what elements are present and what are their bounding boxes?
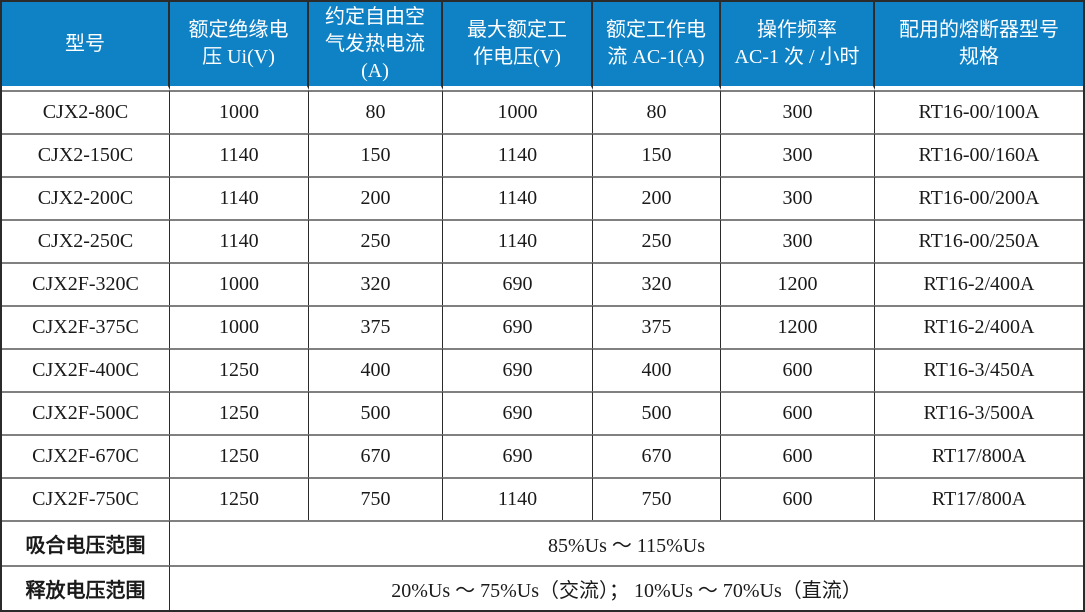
column-header-model: 型号 bbox=[2, 2, 170, 90]
value-cell: RT16-00/100A bbox=[875, 90, 1083, 133]
column-header-rated-current: 额定工作电 流 AC-1(A) bbox=[593, 2, 721, 90]
column-header-insulation-voltage: 额定绝缘电 压 Ui(V) bbox=[170, 2, 309, 90]
value-cell: 670 bbox=[593, 434, 721, 477]
model-cell: CJX2F-670C bbox=[2, 434, 170, 477]
value-cell: 375 bbox=[593, 305, 721, 348]
value-cell: 690 bbox=[443, 305, 593, 348]
table-row: CJX2F-400C 1250 400 690 400 600 RT16-3/450A bbox=[2, 348, 1083, 391]
value-cell: 150 bbox=[309, 133, 443, 176]
table-row: CJX2-200C 1140 200 1140 200 300 RT16-00/200A bbox=[2, 176, 1083, 219]
model-cell: CJX2-250C bbox=[2, 219, 170, 262]
value-cell: 1140 bbox=[170, 219, 309, 262]
column-header-operating-freq: 操作频率 AC-1 次 / 小时 bbox=[721, 2, 875, 90]
model-cell: CJX2F-375C bbox=[2, 305, 170, 348]
value-cell: 1140 bbox=[443, 219, 593, 262]
table-row: CJX2F-500C 1250 500 690 500 600 RT16-3/500A bbox=[2, 391, 1083, 434]
value-cell: 1140 bbox=[443, 176, 593, 219]
value-cell: 200 bbox=[593, 176, 721, 219]
table-row: CJX2F-375C 1000 375 690 375 1200 RT16-2/400A bbox=[2, 305, 1083, 348]
model-cell: CJX2F-400C bbox=[2, 348, 170, 391]
value-cell: 1200 bbox=[721, 305, 875, 348]
model-cell: CJX2F-500C bbox=[2, 391, 170, 434]
value-cell: 250 bbox=[309, 219, 443, 262]
table-row: CJX2F-320C 1000 320 690 320 1200 RT16-2/400A bbox=[2, 262, 1083, 305]
value-cell: 690 bbox=[443, 391, 593, 434]
column-header-max-voltage: 最大额定工 作电压(V) bbox=[443, 2, 593, 90]
value-cell: 400 bbox=[309, 348, 443, 391]
value-cell: 200 bbox=[309, 176, 443, 219]
value-cell: 150 bbox=[593, 133, 721, 176]
footer-label-cell: 吸合电压范围 bbox=[2, 520, 170, 565]
value-cell: 690 bbox=[443, 262, 593, 305]
value-cell: 320 bbox=[593, 262, 721, 305]
column-header-thermal-current: 约定自由空 气发热电流 (A) bbox=[309, 2, 443, 90]
column-header-fuse-spec: 配用的熔断器型号 规格 bbox=[875, 2, 1083, 90]
model-cell: CJX2-200C bbox=[2, 176, 170, 219]
value-cell: 400 bbox=[593, 348, 721, 391]
value-cell: 300 bbox=[721, 176, 875, 219]
value-cell: 300 bbox=[721, 90, 875, 133]
value-cell: 690 bbox=[443, 434, 593, 477]
table-row: CJX2-80C 1000 80 1000 80 300 RT16-00/100A bbox=[2, 90, 1083, 133]
value-cell: RT16-00/250A bbox=[875, 219, 1083, 262]
model-cell: CJX2F-750C bbox=[2, 477, 170, 520]
footer-row: 吸合电压范围 85%Us ～ 115%Us bbox=[2, 520, 1083, 565]
value-cell: 600 bbox=[721, 391, 875, 434]
value-cell: 320 bbox=[309, 262, 443, 305]
header-row: 型号 额定绝缘电 压 Ui(V) 约定自由空 气发热电流 (A) 最大额定工 作… bbox=[2, 2, 1083, 90]
value-cell: 750 bbox=[309, 477, 443, 520]
value-cell: 670 bbox=[309, 434, 443, 477]
value-cell: 80 bbox=[309, 90, 443, 133]
value-cell: RT16-2/400A bbox=[875, 262, 1083, 305]
value-cell: RT16-00/160A bbox=[875, 133, 1083, 176]
value-cell: 500 bbox=[593, 391, 721, 434]
footer-label-cell: 释放电压范围 bbox=[2, 565, 170, 610]
value-cell: 1000 bbox=[443, 90, 593, 133]
value-cell: 1140 bbox=[443, 133, 593, 176]
value-cell: 375 bbox=[309, 305, 443, 348]
value-cell: 750 bbox=[593, 477, 721, 520]
value-cell: 600 bbox=[721, 477, 875, 520]
value-cell: 1250 bbox=[170, 391, 309, 434]
value-cell: 1000 bbox=[170, 262, 309, 305]
table-row: CJX2-250C 1140 250 1140 250 300 RT16-00/250A bbox=[2, 219, 1083, 262]
value-cell: 1250 bbox=[170, 434, 309, 477]
value-cell: 1250 bbox=[170, 348, 309, 391]
value-cell: 1250 bbox=[170, 477, 309, 520]
model-cell: CJX2-80C bbox=[2, 90, 170, 133]
value-cell: RT16-00/200A bbox=[875, 176, 1083, 219]
value-cell: 300 bbox=[721, 133, 875, 176]
value-cell: RT16-2/400A bbox=[875, 305, 1083, 348]
value-cell: RT16-3/450A bbox=[875, 348, 1083, 391]
footer-row: 释放电压范围 20%Us ～ 75%Us（交流）； 10%Us ～ 70%Us（直… bbox=[2, 565, 1083, 610]
value-cell: 1000 bbox=[170, 90, 309, 133]
value-cell: 600 bbox=[721, 348, 875, 391]
value-cell: 500 bbox=[309, 391, 443, 434]
value-cell: RT16-3/500A bbox=[875, 391, 1083, 434]
value-cell: 80 bbox=[593, 90, 721, 133]
value-cell: 250 bbox=[593, 219, 721, 262]
footer-value-cell: 20%Us ～ 75%Us（交流）； 10%Us ～ 70%Us（直流） bbox=[170, 565, 1083, 610]
model-cell: CJX2F-320C bbox=[2, 262, 170, 305]
value-cell: RT17/800A bbox=[875, 477, 1083, 520]
value-cell: 690 bbox=[443, 348, 593, 391]
table-row: CJX2-150C 1140 150 1140 150 300 RT16-00/160A bbox=[2, 133, 1083, 176]
value-cell: 1000 bbox=[170, 305, 309, 348]
table-row: CJX2F-750C 1250 750 1140 750 600 RT17/800A bbox=[2, 477, 1083, 520]
table-row: CJX2F-670C 1250 670 690 670 600 RT17/800A bbox=[2, 434, 1083, 477]
value-cell: 1140 bbox=[170, 133, 309, 176]
value-cell: 1140 bbox=[443, 477, 593, 520]
value-cell: 300 bbox=[721, 219, 875, 262]
footer-value-cell: 85%Us ～ 115%Us bbox=[170, 520, 1083, 565]
value-cell: 1140 bbox=[170, 176, 309, 219]
value-cell: 1200 bbox=[721, 262, 875, 305]
model-cell: CJX2-150C bbox=[2, 133, 170, 176]
value-cell: 600 bbox=[721, 434, 875, 477]
value-cell: RT17/800A bbox=[875, 434, 1083, 477]
